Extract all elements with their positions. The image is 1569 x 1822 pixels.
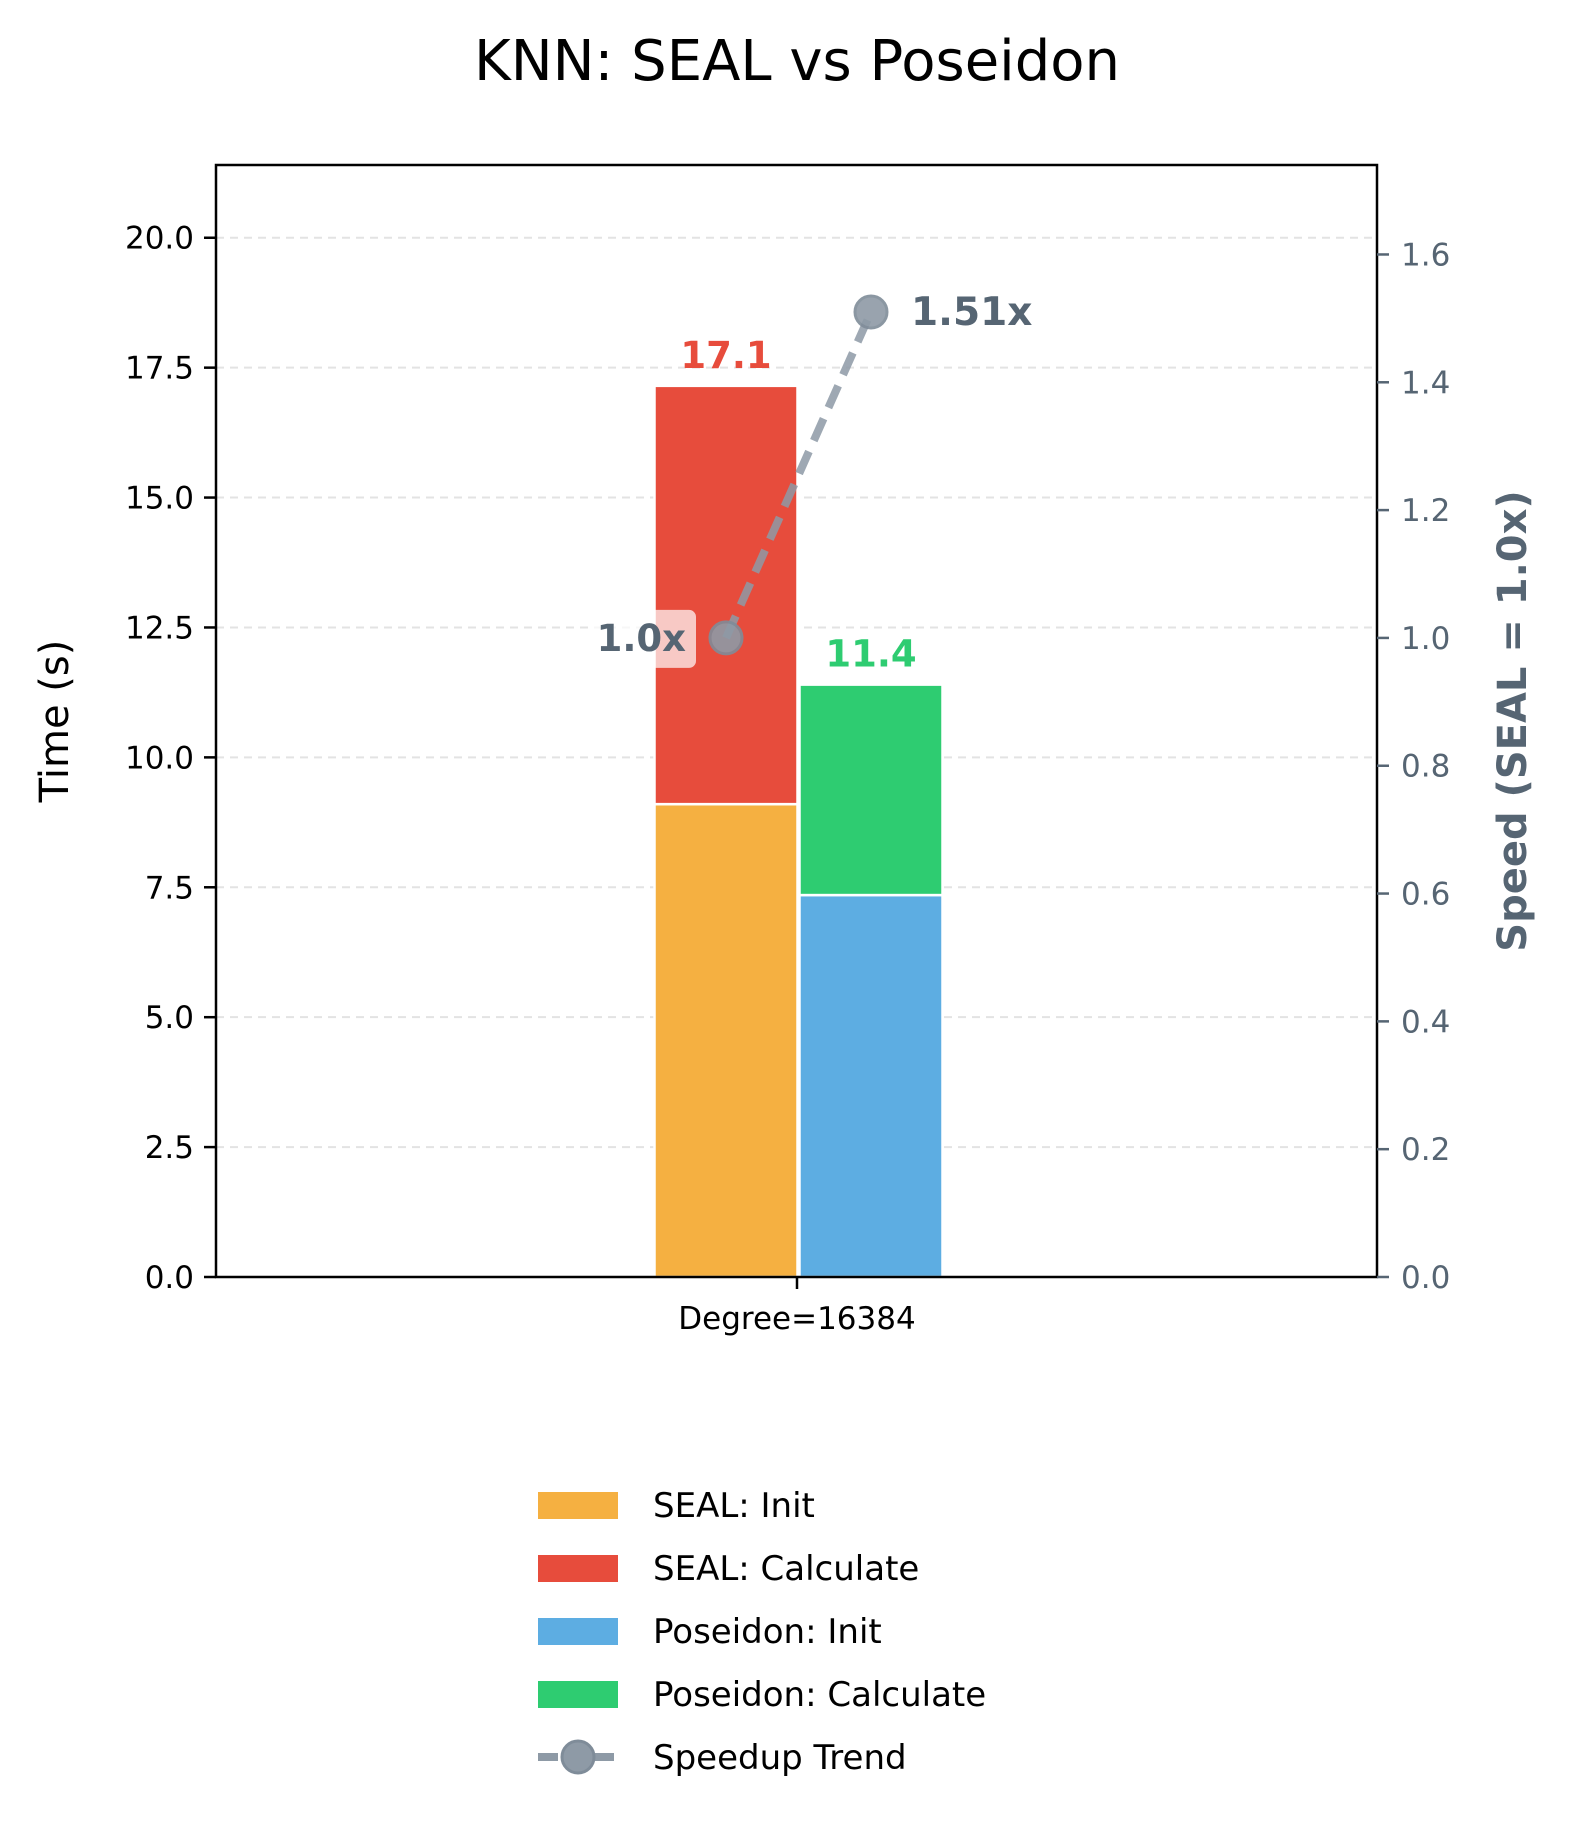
y-tick-label: 20.0: [125, 221, 194, 257]
left-axis: 0.0 2.5 5.0 7.5 10.0 12.5 15.0 17.5 20.0: [125, 221, 216, 1296]
y-tick-label: 10.0: [125, 740, 194, 776]
legend-swatch: [538, 1681, 618, 1708]
legend-swatch: [538, 1555, 618, 1582]
legend-label: SEAL: Calculate: [653, 1549, 919, 1589]
y-tick-label: 2.5: [145, 1130, 194, 1166]
y-tick-label: 17.5: [125, 351, 194, 387]
y-right-tick-label: 1.6: [1401, 237, 1450, 273]
y-tick-label: 7.5: [145, 870, 194, 906]
legend-swatch: [538, 1492, 618, 1519]
y-right-tick-label: 1.2: [1401, 493, 1450, 529]
y-tick-label: 12.5: [125, 610, 194, 646]
legend-label: Poseidon: Calculate: [653, 1675, 986, 1715]
y-axis-label: Time (s): [32, 640, 78, 804]
chart-title: KNN: SEAL vs Poseidon: [474, 29, 1120, 94]
x-tick-label: Degree=16384: [678, 1301, 915, 1337]
speedup-label-box: [592, 609, 696, 668]
legend-label: SEAL: Init: [653, 1486, 815, 1526]
bar-poseidon-calculate: [798, 683, 944, 897]
speedup-label: 1.0x: [597, 617, 687, 660]
right-axis: 0.0 0.2 0.4 0.6 0.8 1.0 1.2 1.4 1.6: [1377, 237, 1450, 1296]
speedup-point: [853, 294, 889, 330]
y-right-tick-label: 0.0: [1401, 1260, 1450, 1296]
y-tick-label: 5.0: [145, 1000, 194, 1036]
legend-label: Poseidon: Init: [653, 1612, 882, 1652]
legend-marker: [560, 1739, 596, 1775]
y-right-tick-label: 0.6: [1401, 877, 1450, 913]
y-right-tick-label: 0.8: [1401, 749, 1450, 785]
y-axis-right-label: Speed (SEAL = 1.0x): [1490, 490, 1536, 951]
y-right-tick-label: 0.2: [1401, 1132, 1450, 1168]
y-right-tick-label: 1.0: [1401, 621, 1450, 657]
legend-swatch: [538, 1618, 618, 1645]
bar-poseidon-init: [798, 893, 944, 1279]
x-axis: Degree=16384: [678, 1277, 916, 1337]
legend-label: Speedup Trend: [653, 1738, 907, 1778]
y-right-tick-label: 1.4: [1401, 365, 1450, 401]
y-tick-label: 0.0: [145, 1260, 194, 1296]
bar-total-label: 11.4: [825, 633, 916, 676]
bar-total-label: 17.1: [680, 334, 771, 377]
speedup-trend: 1.0x 1.51x: [592, 290, 1032, 668]
speedup-line: [722, 310, 875, 640]
speedup-label: 1.51x: [911, 290, 1032, 335]
y-right-tick-label: 0.4: [1401, 1004, 1450, 1040]
bars: 17.1 11.4: [653, 334, 944, 1279]
y-tick-label: 15.0: [125, 481, 194, 517]
legend: SEAL: Init SEAL: Calculate Poseidon: Init P…: [538, 1486, 986, 1778]
bar-seal-calculate: [653, 384, 799, 806]
bar-seal-init: [653, 802, 799, 1279]
speedup-point: [708, 620, 744, 656]
